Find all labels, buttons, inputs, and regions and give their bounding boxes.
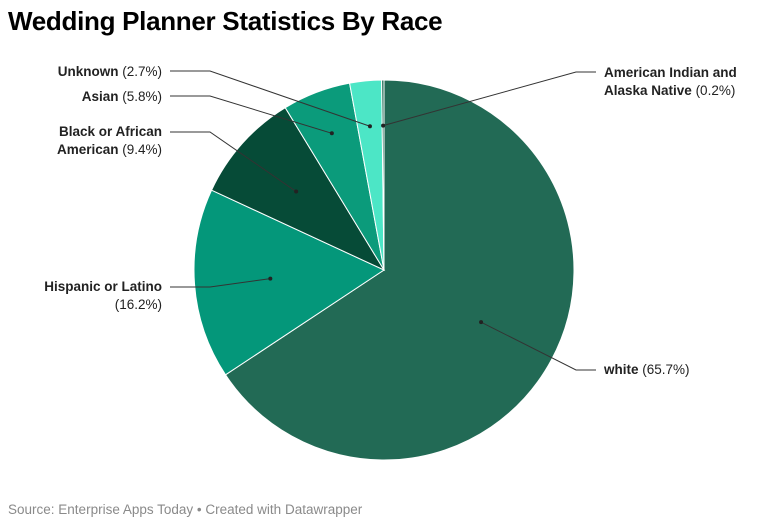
- source-note: Source: Enterprise Apps Today • Created …: [8, 502, 362, 517]
- leader-dot-white: [479, 320, 484, 325]
- source-label: Source:: [8, 502, 55, 517]
- leader-line-white: [480, 321, 596, 371]
- leader-line-asian: [170, 95, 333, 134]
- leader-dot-american-indian-and-alaska-native: [381, 123, 386, 128]
- leader-dot-asian: [329, 131, 334, 136]
- leader-line-american-indian-and-alaska-native: [382, 71, 596, 127]
- slice-label-white: white (65.7%): [603, 362, 690, 377]
- slice-label-unknown: Unknown (2.7%): [58, 64, 162, 79]
- slice-label-hispanic-or-latino: Hispanic or Latino (16.2%): [44, 279, 162, 312]
- pie-slice-black-or-african-american: [210, 106, 386, 272]
- slice-label-black-or-african-american: Black or African American (9.4%): [57, 124, 162, 157]
- leader-dot-black-or-african-american: [294, 189, 299, 194]
- source-name: Enterprise Apps Today: [58, 502, 194, 517]
- leader-line-hispanic-or-latino: [170, 278, 271, 288]
- leader-dot-hispanic-or-latino: [268, 276, 273, 281]
- pie-slice-hispanic-or-latino: [193, 189, 386, 376]
- leader-line-black-or-african-american: [170, 131, 297, 192]
- leader-line-unknown: [170, 70, 371, 127]
- credit: Created with Datawrapper: [205, 502, 363, 517]
- leader-dot-unknown: [367, 124, 372, 129]
- separator: •: [196, 502, 202, 517]
- pie-slice-white: [224, 79, 575, 461]
- slice-label-asian: Asian (5.8%): [82, 89, 162, 104]
- chart-title: Wedding Planner Statistics By Race: [8, 6, 443, 36]
- slice-label-american-indian-and-alaska-native: American Indian and Alaska Native (0.2%): [604, 65, 737, 98]
